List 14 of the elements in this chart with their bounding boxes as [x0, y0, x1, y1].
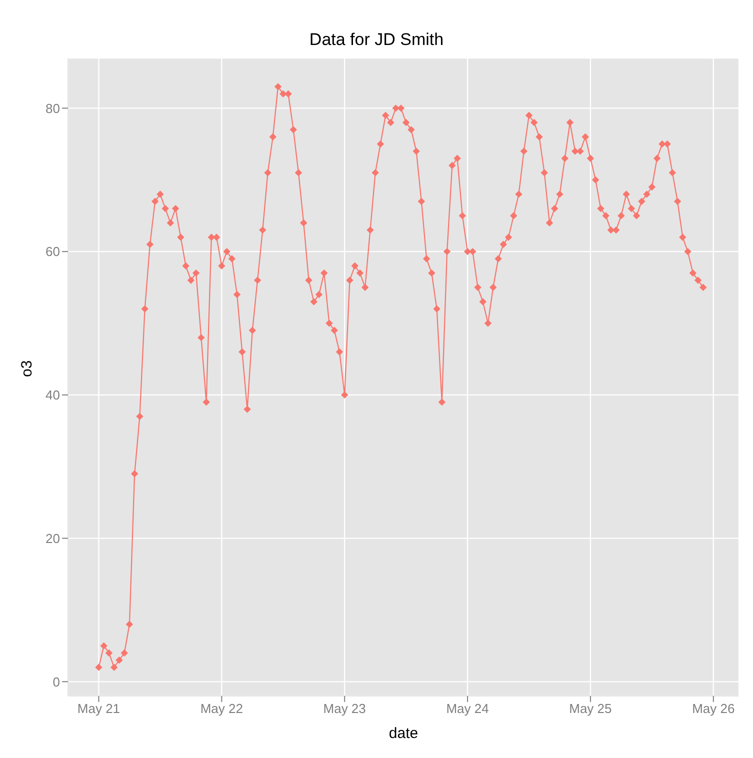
x-tick-label: May 26: [692, 701, 735, 716]
y-tick-label: 40: [46, 388, 60, 403]
x-tick-label: May 21: [77, 701, 120, 716]
y-axis-title: o3: [18, 360, 36, 377]
x-tick-label: May 24: [446, 701, 489, 716]
y-tick-label: 60: [46, 244, 60, 260]
x-tick-label: May 22: [200, 701, 243, 716]
x-tick-label: May 25: [569, 701, 612, 716]
y-tick-label: 20: [46, 530, 60, 546]
y-tick-label: 0: [52, 674, 60, 690]
x-axis-title: date: [388, 725, 418, 742]
chart-title: Data for JD Smith: [308, 29, 445, 51]
y-tick-label: 80: [46, 100, 60, 116]
x-tick-label: May 23: [323, 701, 366, 716]
